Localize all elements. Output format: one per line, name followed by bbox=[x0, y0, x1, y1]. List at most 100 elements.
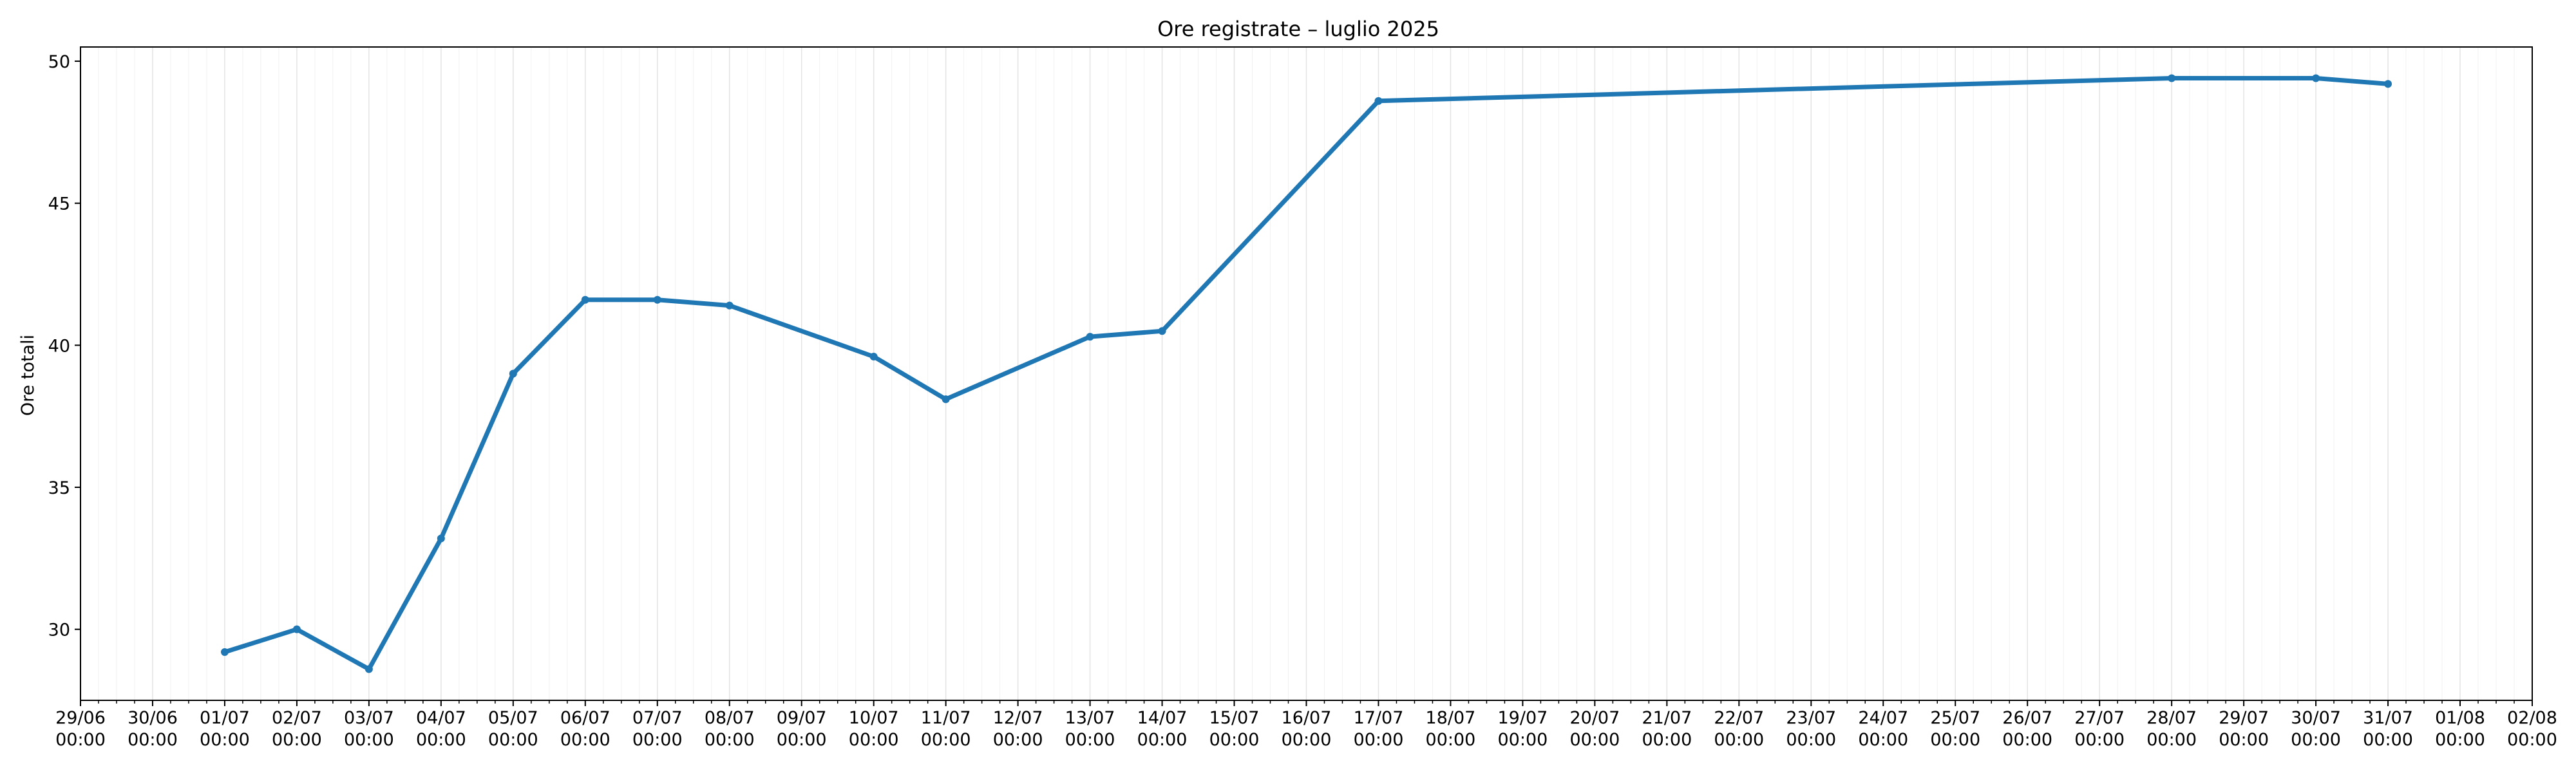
x-axis: 29/0600:0030/0600:0001/0700:0002/0700:00… bbox=[55, 700, 2557, 750]
x-tick-label: 21/07 bbox=[1642, 708, 1692, 728]
x-tick-time-label: 00:00 bbox=[2219, 730, 2269, 750]
x-tick-time-label: 00:00 bbox=[2002, 730, 2052, 750]
x-tick-time-label: 00:00 bbox=[2363, 730, 2413, 750]
x-tick-label: 28/07 bbox=[2146, 708, 2197, 728]
x-tick-label: 14/07 bbox=[1137, 708, 1188, 728]
x-tick-label: 29/07 bbox=[2219, 708, 2269, 728]
x-tick-time-label: 00:00 bbox=[1858, 730, 1908, 750]
x-tick-time-label: 00:00 bbox=[200, 730, 250, 750]
x-tick-label: 31/07 bbox=[2363, 708, 2413, 728]
x-tick-time-label: 00:00 bbox=[993, 730, 1043, 750]
x-tick-label: 23/07 bbox=[1786, 708, 1836, 728]
x-tick-label: 22/07 bbox=[1714, 708, 1764, 728]
data-point bbox=[220, 648, 229, 656]
y-tick-label: 50 bbox=[48, 52, 70, 72]
x-tick-label: 18/07 bbox=[1426, 708, 1476, 728]
x-tick-time-label: 00:00 bbox=[632, 730, 683, 750]
data-point bbox=[2168, 74, 2176, 82]
x-tick-label: 15/07 bbox=[1209, 708, 1260, 728]
x-tick-label: 20/07 bbox=[1569, 708, 1620, 728]
x-tick-label: 11/07 bbox=[921, 708, 971, 728]
x-tick-label: 16/07 bbox=[1282, 708, 1332, 728]
x-tick-time-label: 00:00 bbox=[849, 730, 899, 750]
x-tick-label: 29/06 bbox=[55, 708, 106, 728]
y-tick-label: 30 bbox=[48, 621, 70, 640]
x-tick-time-label: 00:00 bbox=[777, 730, 827, 750]
x-tick-time-label: 00:00 bbox=[705, 730, 755, 750]
x-tick-time-label: 00:00 bbox=[1282, 730, 1332, 750]
x-tick-time-label: 00:00 bbox=[1137, 730, 1188, 750]
x-tick-time-label: 00:00 bbox=[128, 730, 178, 750]
data-point bbox=[653, 295, 661, 304]
y-axis-label: Ore totali bbox=[18, 335, 38, 416]
x-tick-label: 01/08 bbox=[2435, 708, 2485, 728]
x-tick-label: 03/07 bbox=[344, 708, 394, 728]
y-tick-label: 35 bbox=[48, 478, 70, 498]
x-tick-time-label: 00:00 bbox=[2146, 730, 2197, 750]
data-point bbox=[869, 353, 878, 361]
data-point bbox=[1086, 333, 1094, 341]
x-tick-time-label: 00:00 bbox=[1498, 730, 1548, 750]
x-tick-label: 12/07 bbox=[993, 708, 1043, 728]
x-tick-time-label: 00:00 bbox=[488, 730, 538, 750]
data-point bbox=[942, 395, 950, 404]
x-tick-label: 26/07 bbox=[2002, 708, 2052, 728]
x-tick-time-label: 00:00 bbox=[1569, 730, 1620, 750]
x-tick-label: 10/07 bbox=[849, 708, 899, 728]
series-line bbox=[222, 76, 2391, 671]
y-tick-label: 40 bbox=[48, 336, 70, 356]
x-tick-label: 19/07 bbox=[1498, 708, 1548, 728]
data-point bbox=[2384, 80, 2392, 88]
data-point bbox=[581, 295, 589, 304]
x-tick-time-label: 00:00 bbox=[1714, 730, 1764, 750]
x-tick-time-label: 00:00 bbox=[1426, 730, 1476, 750]
x-tick-time-label: 00:00 bbox=[2291, 730, 2341, 750]
x-tick-time-label: 00:00 bbox=[2507, 730, 2557, 750]
x-tick-label: 07/07 bbox=[632, 708, 683, 728]
data-point bbox=[1374, 97, 1383, 105]
data-point bbox=[2312, 74, 2320, 82]
x-tick-label: 05/07 bbox=[488, 708, 538, 728]
y-tick-label: 45 bbox=[48, 194, 70, 214]
data-point bbox=[509, 369, 517, 378]
data-point bbox=[725, 301, 734, 310]
grid bbox=[80, 47, 2533, 700]
data-point bbox=[292, 625, 301, 633]
x-tick-label: 02/07 bbox=[272, 708, 322, 728]
x-tick-time-label: 00:00 bbox=[2435, 730, 2485, 750]
x-tick-label: 02/08 bbox=[2507, 708, 2557, 728]
x-tick-label: 09/07 bbox=[777, 708, 827, 728]
y-axis: 30 35 40 45 50 bbox=[48, 52, 80, 640]
x-tick-label: 17/07 bbox=[1354, 708, 1404, 728]
x-tick-label: 24/07 bbox=[1858, 708, 1908, 728]
x-tick-time-label: 00:00 bbox=[344, 730, 394, 750]
x-tick-time-label: 00:00 bbox=[55, 730, 106, 750]
x-tick-time-label: 00:00 bbox=[1930, 730, 1980, 750]
x-tick-label: 04/07 bbox=[416, 708, 466, 728]
x-tick-time-label: 00:00 bbox=[1354, 730, 1404, 750]
x-tick-label: 30/07 bbox=[2291, 708, 2341, 728]
x-tick-label: 25/07 bbox=[1930, 708, 1980, 728]
x-tick-time-label: 00:00 bbox=[1209, 730, 1260, 750]
x-tick-label: 13/07 bbox=[1065, 708, 1115, 728]
data-point bbox=[437, 534, 445, 543]
x-tick-label: 06/07 bbox=[560, 708, 611, 728]
x-tick-time-label: 00:00 bbox=[1642, 730, 1692, 750]
x-tick-label: 08/07 bbox=[705, 708, 755, 728]
data-point bbox=[1158, 327, 1166, 335]
x-tick-time-label: 00:00 bbox=[272, 730, 322, 750]
data-point bbox=[365, 665, 373, 673]
x-tick-time-label: 00:00 bbox=[921, 730, 971, 750]
x-tick-label: 01/07 bbox=[200, 708, 250, 728]
x-tick-time-label: 00:00 bbox=[1065, 730, 1115, 750]
x-tick-label: 27/07 bbox=[2074, 708, 2125, 728]
chart-title: Ore registrate – luglio 2025 bbox=[1157, 17, 1439, 41]
x-tick-label: 30/06 bbox=[128, 708, 178, 728]
x-tick-time-label: 00:00 bbox=[416, 730, 466, 750]
x-tick-time-label: 00:00 bbox=[560, 730, 611, 750]
x-tick-time-label: 00:00 bbox=[2074, 730, 2125, 750]
series-layer bbox=[220, 74, 2392, 673]
x-tick-time-label: 00:00 bbox=[1786, 730, 1836, 750]
